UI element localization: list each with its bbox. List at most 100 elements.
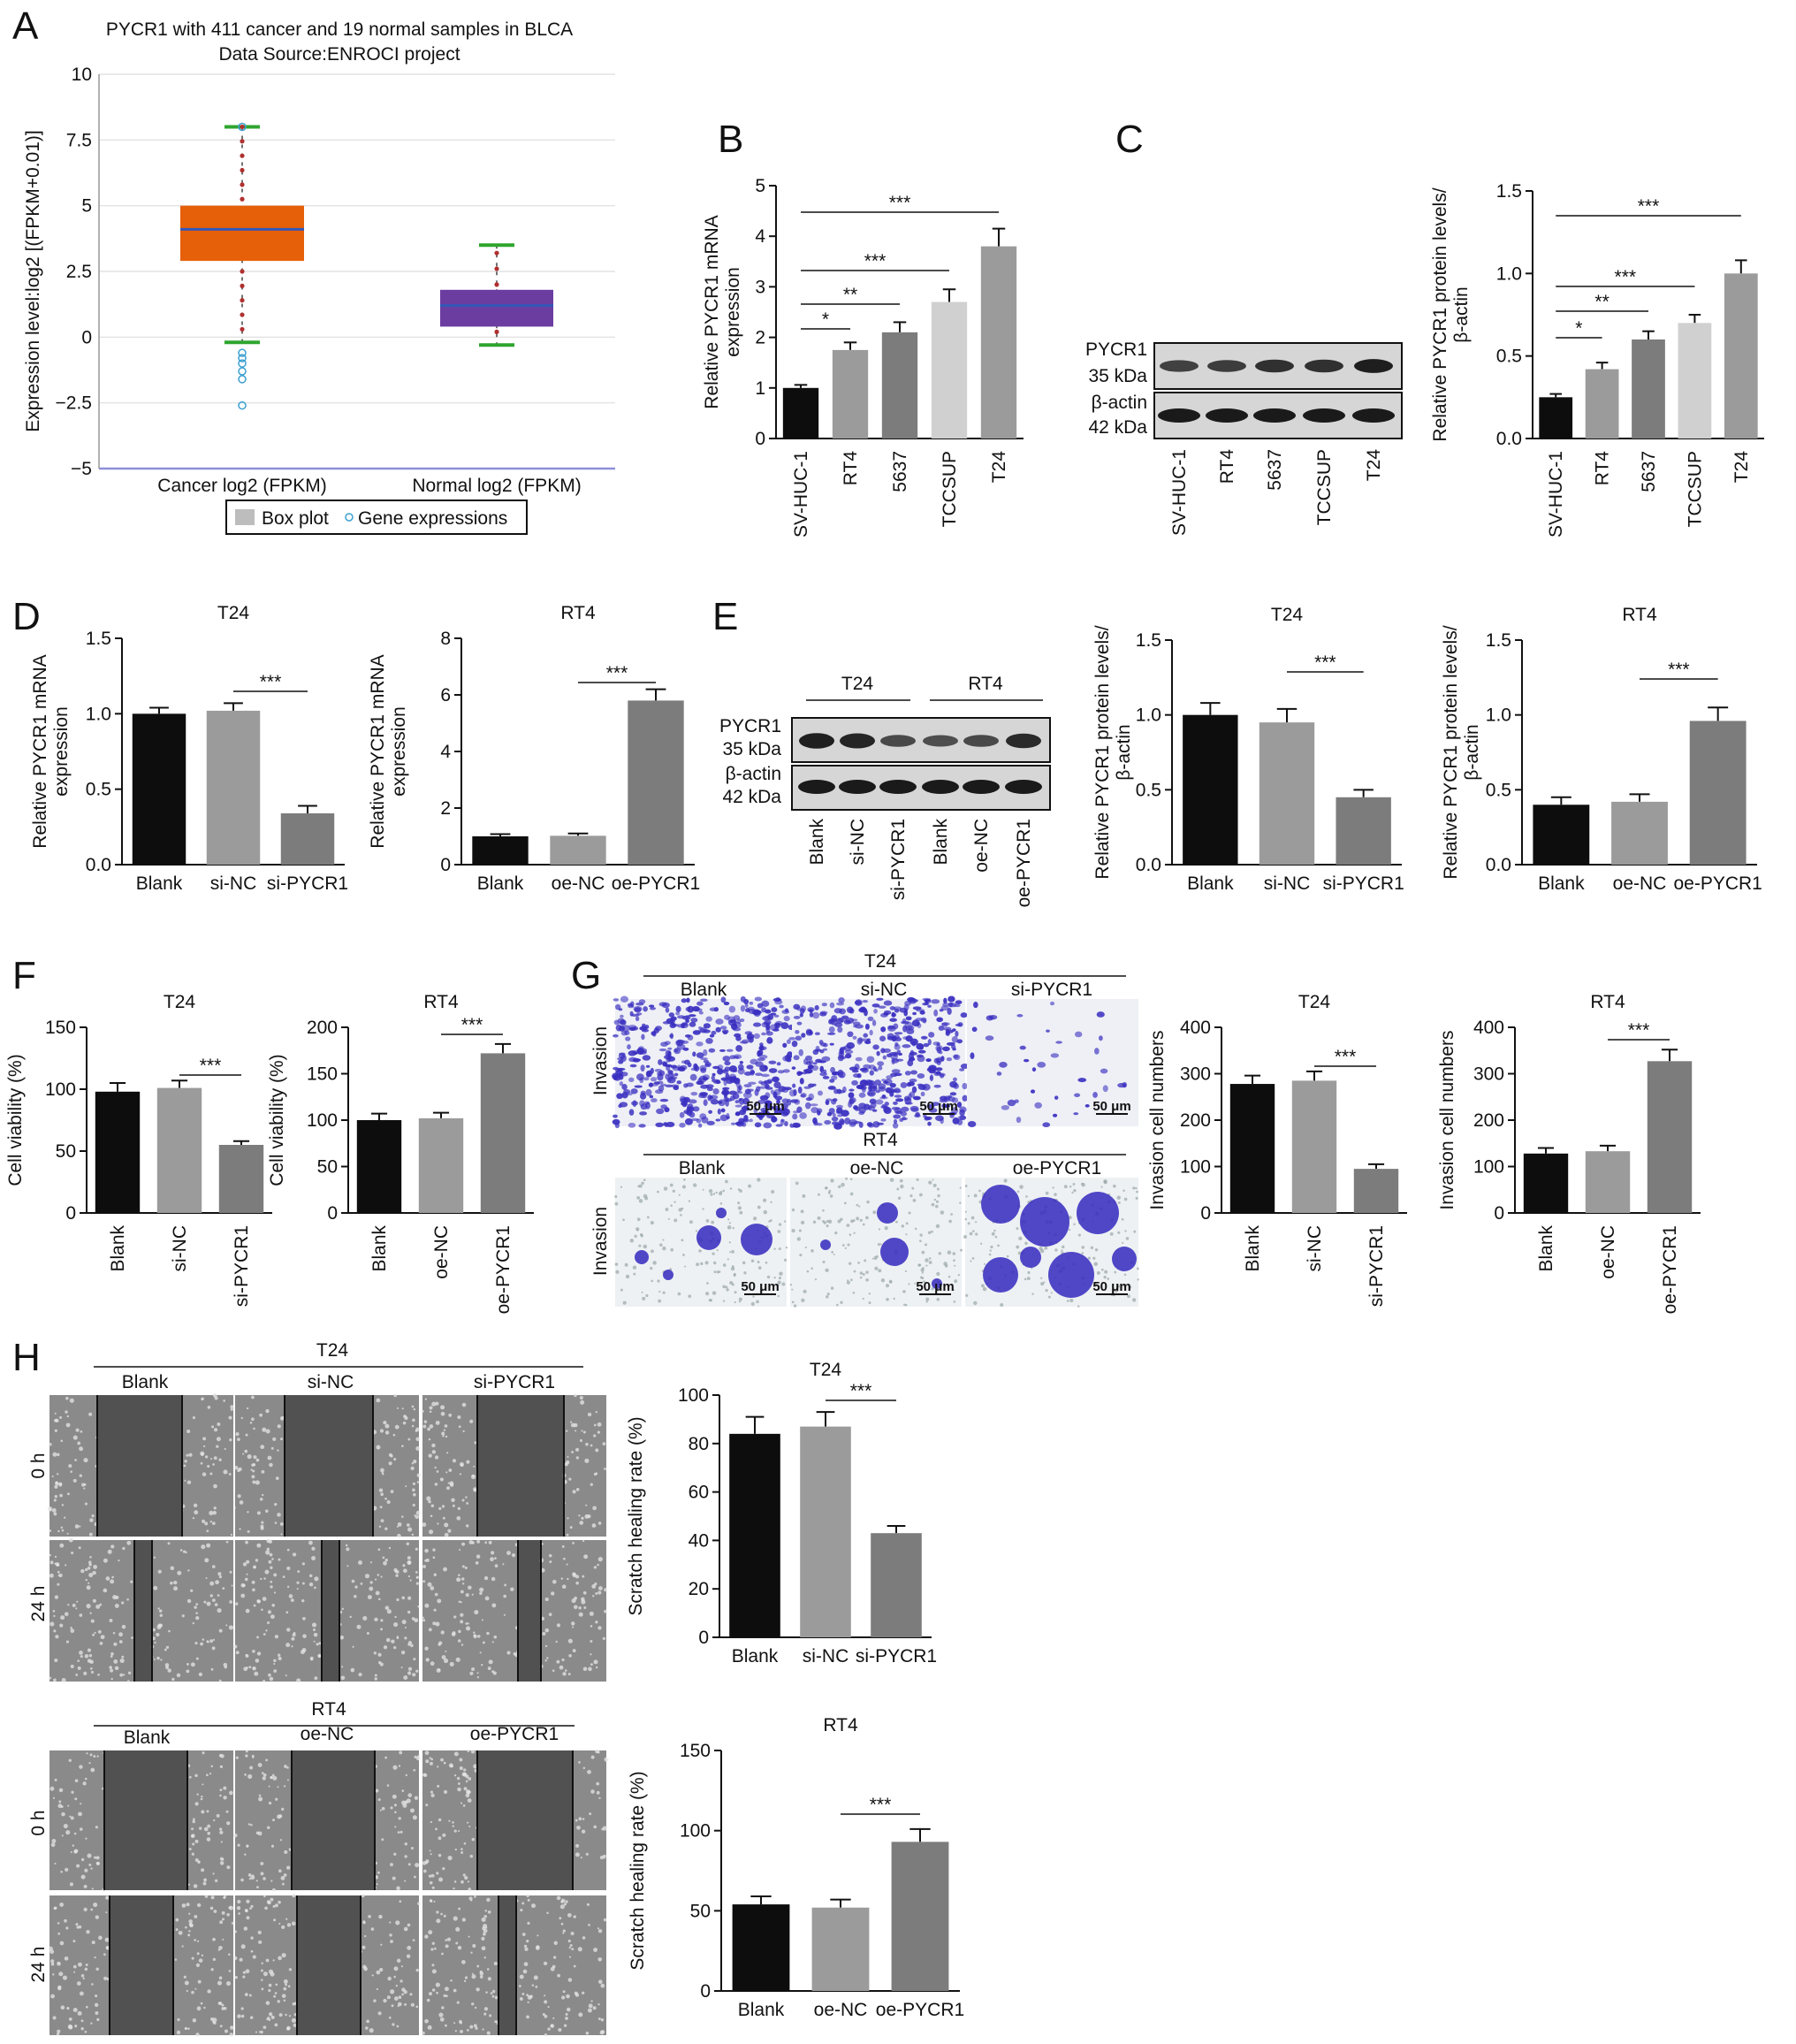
- scratch-cell: [244, 1909, 248, 1912]
- invasion-debris: [779, 1271, 783, 1276]
- scratch-cell: [110, 1655, 113, 1658]
- invasion-cell: [728, 1073, 737, 1080]
- scratch-cell: [80, 1803, 82, 1805]
- invasion-cell: [829, 1079, 835, 1083]
- invasion-cell: [705, 1038, 713, 1044]
- scratch-cell: [103, 1976, 108, 1980]
- C-ytick-label: 1.5: [1496, 181, 1522, 202]
- invasion-cell: [891, 1069, 901, 1073]
- scratch-cell: [153, 1556, 156, 1560]
- H2-ylabel: Scratch healing rate (%): [628, 1771, 648, 1970]
- invasion-debris: [708, 1189, 713, 1194]
- invasion-cell: [1074, 1031, 1083, 1038]
- invasion-cell: [831, 1075, 838, 1080]
- scratch-cell: [228, 1625, 234, 1630]
- scratch-cell: [597, 1563, 599, 1567]
- invasion-cell: [869, 1029, 873, 1036]
- scratch-cell: [593, 1423, 597, 1427]
- scratch-cell: [247, 1873, 252, 1877]
- scratch-cell: [201, 1453, 204, 1456]
- scratch-cell: [486, 2031, 491, 2035]
- scratch-cell: [426, 1998, 430, 2002]
- scratch-cell: [131, 1636, 133, 1639]
- scratch-cell: [209, 1472, 213, 1476]
- B-xtick-label: 5637: [890, 451, 910, 492]
- blot-e-actin-band: [1005, 780, 1042, 794]
- scratch-cell: [352, 1645, 354, 1648]
- scratch-cell: [77, 1441, 81, 1445]
- scratch-cell: [531, 1984, 535, 1987]
- scratch-cell: [378, 1914, 383, 1919]
- invasion-cell: [784, 1087, 792, 1091]
- invasion-debris: [1129, 1285, 1132, 1289]
- invasion-debris: [921, 1271, 924, 1274]
- scratch-cell: [61, 1834, 64, 1837]
- scratch-cell: [58, 1483, 63, 1487]
- scratch-cell: [244, 1993, 248, 1996]
- scratch-cell: [585, 1852, 589, 1856]
- invasion-cell: [883, 1107, 892, 1115]
- scratch-cell: [121, 1624, 126, 1629]
- scratch-cell: [597, 2002, 600, 2006]
- invasion-cell: [867, 1016, 874, 1022]
- invasion-debris: [826, 1293, 830, 1296]
- scratch-cell: [481, 1664, 483, 1666]
- invasion-debris: [905, 1233, 908, 1236]
- invasion-debris: [875, 1255, 879, 1258]
- invasion-debris: [829, 1194, 833, 1198]
- scratch-cell: [87, 1853, 92, 1858]
- invasion-debris: [681, 1239, 684, 1242]
- invasion-cell: [905, 1016, 912, 1021]
- invasion-debris: [850, 1219, 854, 1224]
- invasion-debris: [830, 1178, 834, 1183]
- scratch-cell: [159, 1613, 164, 1617]
- invasion-debris: [1045, 1191, 1049, 1195]
- scratch-cell: [431, 1964, 435, 1967]
- scratch-cell: [581, 1829, 586, 1834]
- invasion-debris: [989, 1249, 992, 1252]
- invasion-debris: [737, 1206, 742, 1210]
- h-top-label-3: si-PYCR1: [474, 1372, 555, 1392]
- invasion-debris: [1054, 1248, 1058, 1252]
- scratch-cell: [223, 1662, 228, 1667]
- invasion-debris: [734, 1291, 737, 1294]
- scratch-cell: [270, 1775, 273, 1780]
- scratch-cell: [262, 1493, 264, 1497]
- invasion-debris: [753, 1216, 757, 1221]
- scratch-cell: [412, 1503, 415, 1507]
- invasion-debris: [1006, 1255, 1009, 1258]
- invasion-debris: [624, 1262, 628, 1267]
- scratch-cell: [471, 1974, 476, 1979]
- scratch-cell: [392, 1433, 396, 1437]
- scratch-cell: [213, 1819, 216, 1822]
- scratch-cell: [415, 1968, 419, 1972]
- scratch-cell: [484, 1909, 487, 1912]
- scratch-cell: [557, 1973, 561, 1978]
- scratch-cell: [386, 1499, 391, 1505]
- scratch-cell: [209, 1639, 214, 1644]
- invasion-cell: [950, 1107, 959, 1115]
- G2-xtick-label: Blank: [1536, 1225, 1556, 1272]
- invasion-cell: [780, 1118, 784, 1126]
- invasion-cell: [649, 1094, 654, 1099]
- invasion-debris: [722, 1285, 727, 1289]
- invasion-debris: [778, 1223, 782, 1226]
- scratch-cell: [560, 1898, 566, 1903]
- scratch-cell: [416, 1473, 421, 1477]
- scratch-cell: [476, 1539, 481, 1544]
- scratch-cell: [110, 1668, 114, 1673]
- scratch-cell: [270, 1614, 275, 1620]
- invasion-debris: [1121, 1217, 1124, 1221]
- scratch-cell: [65, 1926, 69, 1930]
- invasion-debris: [872, 1210, 877, 1215]
- scratch-cell: [404, 2002, 407, 2006]
- invasion-cell: [847, 1031, 854, 1038]
- scratch-cell: [549, 1560, 552, 1564]
- scratch-cell: [430, 1514, 433, 1518]
- scratch-cell: [206, 1837, 211, 1842]
- invasion-cell: [650, 1007, 657, 1011]
- scratch-cell: [219, 1827, 223, 1831]
- scratch-cell: [201, 1868, 205, 1872]
- scratch-cell: [187, 2027, 190, 2030]
- invasion-cell: [999, 1061, 1008, 1068]
